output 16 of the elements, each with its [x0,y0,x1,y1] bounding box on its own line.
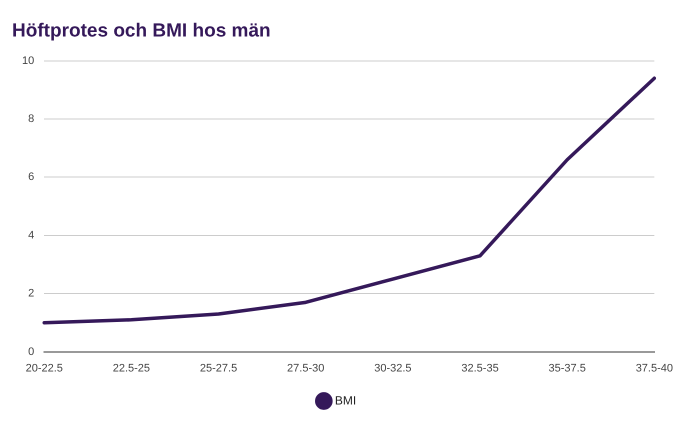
x-tick-label: 37.5-40 [636,362,673,374]
y-tick-label: 6 [28,171,34,184]
x-tick-label: 32.5-35 [461,362,499,374]
y-tick-label: 8 [28,113,34,126]
legend-label: BMI [334,393,356,408]
y-tick-label: 0 [28,346,34,358]
y-tick-label: 2 [28,288,34,300]
chart-title: Höftprotes och BMI hos män [12,20,271,42]
x-tick-label: 25-27.5 [200,362,238,374]
x-tick-label: 35-37.5 [548,362,586,374]
y-tick-label: 4 [28,229,34,242]
y-tick-label: 10 [22,54,34,67]
x-tick-label: 22.5-25 [112,362,150,374]
x-tick-label: 20-22.5 [26,362,63,374]
x-tick-label: 30-32.5 [374,362,412,374]
x-tick-label: 27.5-30 [287,362,324,374]
